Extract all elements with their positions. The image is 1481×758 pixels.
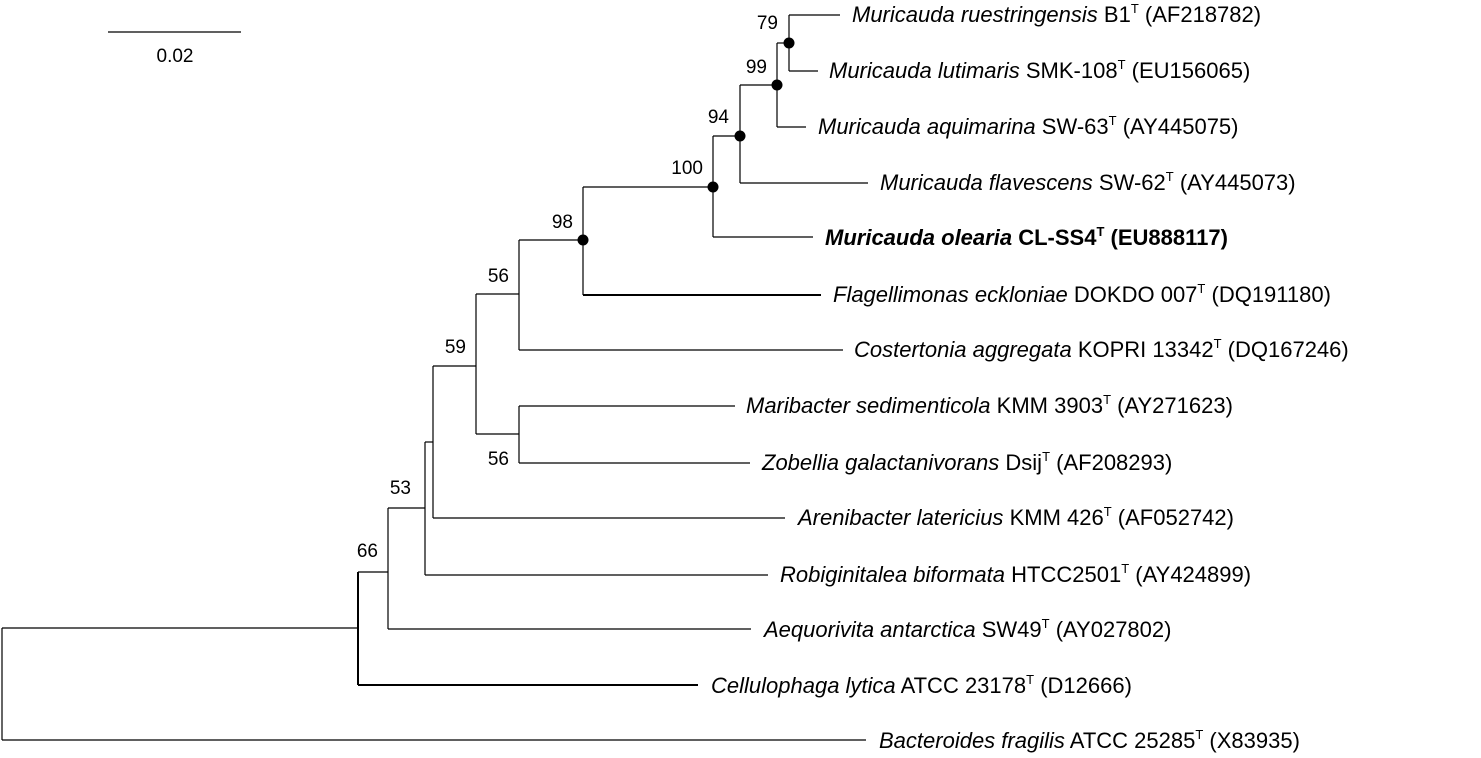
bootstrap-values: 79 99 94 100 98 56 56 59 53 66: [357, 13, 778, 562]
taxon-label: Robiginitalea biformata HTCC2501T (AY424…: [780, 561, 1251, 587]
taxon-label: Zobellia galactanivorans DsijT (AF208293…: [761, 449, 1172, 475]
node-dot: [771, 79, 783, 91]
bootstrap-value: 53: [390, 478, 411, 499]
taxon-labels: Muricauda ruestringensis B1T (AF218782) …: [711, 1, 1349, 753]
taxon-label: Muricauda aquimarina SW-63T (AY445075): [818, 113, 1239, 139]
node-dot: [734, 130, 746, 142]
bootstrap-value: 56: [488, 266, 509, 287]
taxon-label: Maribacter sedimenticola KMM 3903T (AY27…: [746, 392, 1233, 418]
node-dot: [783, 37, 795, 49]
bootstrap-value: 94: [708, 107, 730, 128]
taxon-label: Flagellimonas eckloniae DOKDO 007T (DQ19…: [833, 281, 1331, 307]
bootstrap-value: 98: [552, 212, 573, 233]
tree-branches: [1, 14, 868, 741]
bootstrap-value: 59: [445, 337, 466, 358]
bootstrap-value: 100: [671, 158, 703, 179]
taxon-label-highlighted: Muricauda olearia CL-SS4T (EU888117): [825, 224, 1228, 250]
bootstrap-value: 66: [357, 541, 378, 562]
taxon-label: Muricauda flavescens SW-62T (AY445073): [880, 169, 1296, 195]
taxon-label: Costertonia aggregata KOPRI 13342T (DQ16…: [854, 336, 1349, 362]
node-dots: [577, 37, 795, 246]
scale-bar: 0.02: [108, 31, 241, 67]
taxon-label: Aequorivita antarctica SW49T (AY027802): [762, 616, 1171, 642]
taxon-label: Muricauda lutimaris SMK-108T (EU156065): [829, 57, 1250, 83]
taxon-label: Bacteroides fragilis ATCC 25285T (X83935…: [879, 727, 1300, 753]
bootstrap-value: 56: [488, 449, 509, 470]
scale-bar-label: 0.02: [157, 46, 194, 67]
node-dot: [707, 181, 719, 193]
taxon-label: Arenibacter latericius KMM 426T (AF05274…: [796, 504, 1234, 530]
taxon-label: Cellulophaga lytica ATCC 23178T (D12666): [711, 672, 1132, 698]
taxon-label: Muricauda ruestringensis B1T (AF218782): [852, 1, 1261, 27]
bootstrap-value: 79: [757, 13, 778, 34]
bootstrap-value: 99: [746, 57, 767, 78]
node-dot: [577, 234, 589, 246]
